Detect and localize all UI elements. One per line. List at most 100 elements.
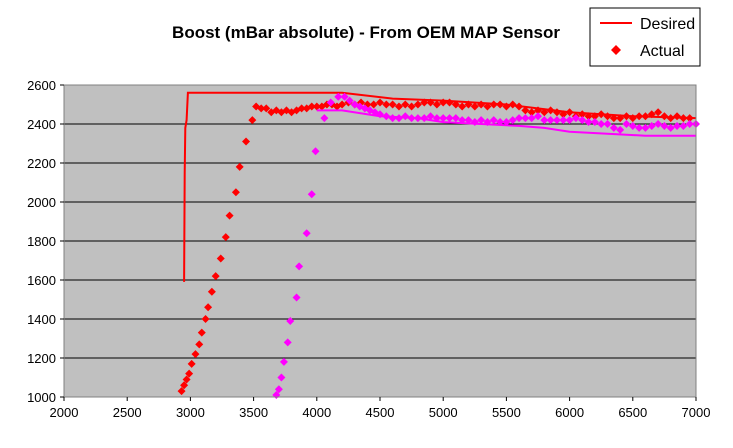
data-point (277, 373, 286, 382)
data-point (666, 123, 675, 132)
data-point (641, 112, 650, 121)
x-tick-label: 2500 (113, 405, 142, 420)
data-point (326, 98, 335, 107)
data-point (297, 104, 306, 113)
data-point (489, 100, 498, 109)
data-point (685, 120, 694, 128)
data-point (673, 121, 682, 130)
series-actual-run-2 (272, 92, 700, 400)
data-point (345, 96, 354, 105)
data-point (470, 102, 479, 111)
data-point (388, 114, 397, 123)
series-actual (177, 98, 694, 396)
data-point (622, 112, 631, 121)
data-point (185, 369, 194, 378)
data-point (394, 102, 403, 111)
data-point (283, 338, 292, 347)
data-point (207, 287, 216, 296)
data-point (191, 350, 200, 359)
data-point (527, 114, 536, 123)
data-point (603, 112, 612, 121)
data-point (204, 303, 213, 312)
y-tick-label: 1000 (27, 390, 56, 405)
data-point (312, 102, 321, 111)
data-point (279, 357, 288, 366)
data-point (242, 137, 251, 146)
data-point (508, 116, 517, 125)
data-point (527, 108, 536, 117)
data-point (458, 116, 467, 125)
y-tick-label: 1400 (27, 312, 56, 327)
series-layer (177, 91, 700, 400)
x-tick-label: 2000 (50, 405, 79, 420)
data-point (216, 254, 225, 263)
data-point (654, 120, 663, 128)
x-tick-label: 6000 (555, 405, 584, 420)
data-point (211, 272, 220, 281)
data-point (376, 110, 384, 119)
data-point (540, 116, 549, 125)
data-point (413, 100, 422, 109)
data-point (654, 108, 663, 117)
data-point (274, 385, 283, 394)
data-point (546, 106, 555, 115)
data-point (603, 120, 612, 128)
data-point (597, 110, 606, 119)
data-point (584, 118, 593, 127)
data-point (458, 102, 467, 111)
data-point (628, 114, 637, 123)
data-point (302, 229, 311, 238)
data-point (483, 102, 492, 111)
data-point (292, 293, 301, 302)
data-point (666, 114, 675, 123)
data-point (426, 112, 435, 121)
legend: Desired Actual (589, 7, 701, 67)
y-tick-label: 2000 (27, 195, 56, 210)
x-tick-label: 5500 (492, 405, 521, 420)
data-point (177, 387, 186, 396)
data-point (679, 121, 688, 130)
data-point (609, 114, 618, 123)
data-point (647, 110, 656, 119)
y-tick-label: 1600 (27, 273, 56, 288)
data-point (307, 190, 316, 199)
data-point (477, 116, 486, 125)
data-point (195, 340, 204, 349)
data-point (609, 123, 618, 132)
data-point (540, 108, 549, 117)
data-point (470, 118, 479, 127)
data-point (320, 114, 329, 123)
data-point (187, 359, 196, 368)
data-point (376, 98, 384, 107)
data-point (451, 114, 460, 123)
x-tick-label: 5000 (429, 405, 458, 420)
data-point (388, 100, 397, 109)
data-point (182, 375, 191, 384)
x-axis-ticks: 2000 2500 3000 3500 4000 4500 5000 5500 6000 6500… (50, 397, 710, 420)
data-point (432, 100, 441, 109)
data-point (616, 125, 625, 134)
data-point (407, 102, 416, 111)
data-point (401, 100, 410, 109)
data-point (534, 106, 542, 115)
data-point (534, 112, 542, 121)
data-point (628, 121, 637, 130)
data-point (221, 233, 230, 242)
y-tick-label: 2200 (27, 156, 56, 171)
data-point (420, 114, 429, 123)
data-point (590, 112, 599, 121)
data-point (578, 116, 587, 125)
data-point (413, 114, 422, 123)
data-point (257, 104, 266, 113)
data-point (248, 116, 257, 125)
data-point (464, 100, 473, 109)
data-point (338, 100, 347, 109)
data-point (439, 98, 448, 107)
data-point (641, 123, 650, 132)
data-point (407, 114, 416, 123)
data-point (660, 112, 669, 121)
data-point (225, 211, 234, 220)
data-point (515, 102, 524, 111)
chart-title: Boost (mBar absolute) - From OEM MAP Sen… (172, 23, 560, 42)
